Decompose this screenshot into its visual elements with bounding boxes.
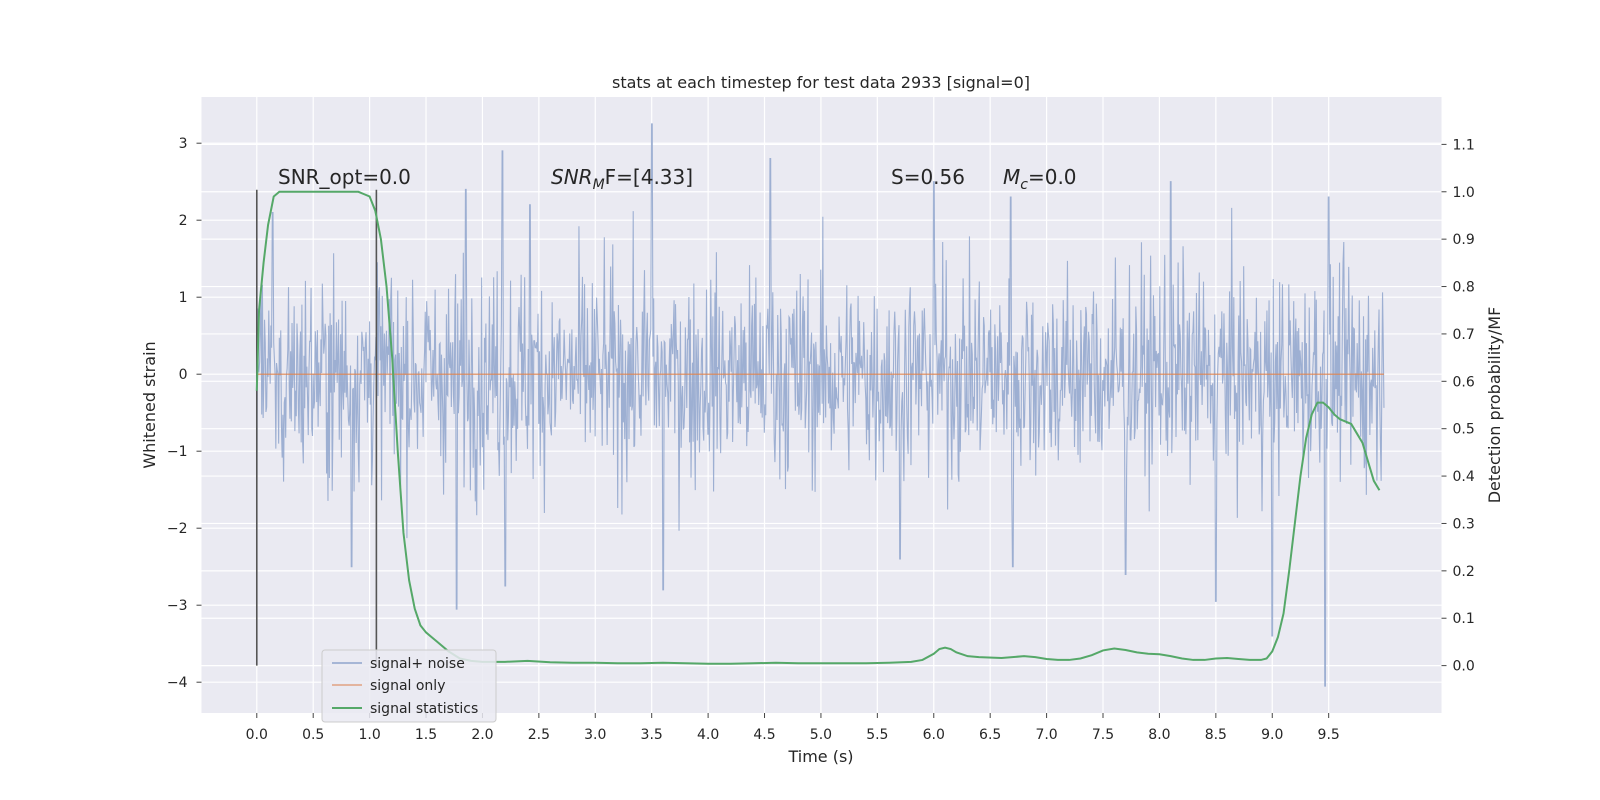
y-tick-label: −1 bbox=[167, 444, 188, 460]
y2-tick-label: 1.0 bbox=[1453, 185, 1475, 201]
y2-tick-label: 0.8 bbox=[1453, 280, 1475, 296]
x-tick-label: 8.5 bbox=[1205, 727, 1227, 743]
x-tick-label: 5.0 bbox=[810, 727, 832, 743]
x-tick-label: 7.0 bbox=[1035, 727, 1057, 743]
x-tick-label: 2.0 bbox=[471, 727, 493, 743]
y2-tick-label: 0.4 bbox=[1453, 469, 1475, 485]
y2-tick-label: 0.6 bbox=[1453, 374, 1475, 390]
vertical-markers bbox=[255, 189, 378, 666]
x-tick-label: 1.0 bbox=[358, 727, 380, 743]
legend-label-signal-noise: signal+ noise bbox=[370, 656, 465, 672]
signal-statistics-line bbox=[255, 190, 1381, 665]
y-tick-label: −3 bbox=[167, 598, 188, 614]
y-tick-label: 0 bbox=[179, 367, 188, 383]
y-tick-labels: 3 2 1 0 −1 −2 −3 −4 bbox=[167, 136, 202, 691]
x-tick-label: 2.5 bbox=[528, 727, 550, 743]
x-tick-label: 6.0 bbox=[923, 727, 945, 743]
y2-tick-label: 0.2 bbox=[1453, 564, 1475, 580]
x-tick-label: 8.0 bbox=[1148, 727, 1170, 743]
y2-tick-label: 0.9 bbox=[1453, 232, 1475, 248]
y-axis-label: Whitened strain bbox=[140, 341, 159, 468]
annotation-snr-mf: SNRMF=[4.33] bbox=[551, 165, 693, 193]
signal-noise-series bbox=[256, 123, 1385, 687]
x-tick-label: 4.5 bbox=[753, 727, 775, 743]
x-tick-labels: 0.0 0.5 1.0 1.5 2.0 2.5 3.0 3.5 4.0 4.5 5.0 5.5 6.0 6… bbox=[246, 713, 1340, 743]
x-tick-label: 1.5 bbox=[415, 727, 437, 743]
annotation-snr-mf-sub: M bbox=[593, 177, 605, 193]
x-tick-label: 9.5 bbox=[1318, 727, 1340, 743]
legend-box bbox=[321, 649, 497, 723]
annotation-snr-mf-tail: F=[4.33] bbox=[605, 165, 693, 189]
y2-tick-labels: 1.1 1.0 0.9 0.8 0.7 0.6 0.5 0.4 0.3 0.2 0.1 0.0 bbox=[1441, 137, 1475, 675]
legend-label-signal-only: signal only bbox=[370, 678, 445, 694]
y-tick-label: −2 bbox=[167, 521, 188, 537]
y2-tick-label: 0.1 bbox=[1453, 611, 1475, 627]
x-tick-label: 3.5 bbox=[641, 727, 663, 743]
annotation-mc-main: M bbox=[1003, 165, 1020, 189]
x-tick-label: 9.0 bbox=[1261, 727, 1283, 743]
y-tick-label: 3 bbox=[179, 136, 188, 152]
y2-axis-label: Detection probability/MF bbox=[1485, 307, 1504, 504]
y-tick-label: −4 bbox=[167, 675, 188, 691]
annotation-mc: Mc=0.0 bbox=[1003, 165, 1077, 193]
chart-title: stats at each timestep for test data 293… bbox=[612, 73, 1030, 92]
x-tick-label: 0.5 bbox=[302, 727, 324, 743]
y2-tick-label: 0.5 bbox=[1453, 422, 1475, 438]
annotation-mc-sub: c bbox=[1020, 177, 1028, 193]
x-tick-label: 3.0 bbox=[584, 727, 606, 743]
signal-statistics-series bbox=[255, 190, 1381, 665]
x-tick-label: 7.5 bbox=[1092, 727, 1114, 743]
y2-tick-label: 0.7 bbox=[1453, 327, 1475, 343]
y-tick-label: 1 bbox=[179, 290, 188, 306]
y2-tick-label: 0.0 bbox=[1453, 659, 1475, 675]
annotation-snr-mf-main: SNR bbox=[551, 165, 593, 189]
y2-tick-label: 0.3 bbox=[1453, 516, 1475, 532]
x-tick-label: 4.0 bbox=[697, 727, 719, 743]
legend: signal+ noise signal only signal statist… bbox=[321, 649, 497, 723]
y2-tick-label: 1.1 bbox=[1453, 137, 1475, 153]
annotation-mc-tail: =0.0 bbox=[1028, 165, 1077, 189]
x-tick-label: 6.5 bbox=[979, 727, 1001, 743]
x-tick-label: 5.5 bbox=[866, 727, 888, 743]
annotation-snr-opt: SNR_opt=0.0 bbox=[278, 165, 411, 189]
annotation-s-value: S=0.56 bbox=[891, 165, 965, 189]
x-tick-label: 0.0 bbox=[246, 727, 268, 743]
noise-line bbox=[256, 123, 1385, 687]
y-tick-label: 2 bbox=[179, 213, 188, 229]
x-axis-label: Time (s) bbox=[787, 747, 853, 766]
legend-label-signal-statistics: signal statistics bbox=[370, 701, 478, 717]
